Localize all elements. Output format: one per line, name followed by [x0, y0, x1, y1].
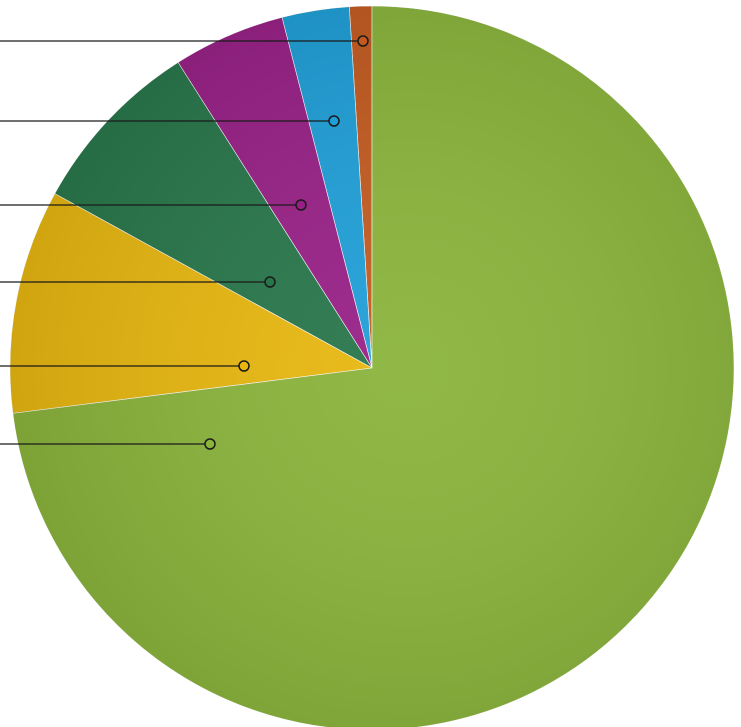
leader-dot [357, 35, 369, 47]
leaders [0, 35, 369, 450]
leader-dot [238, 360, 250, 372]
leader-dot [295, 199, 307, 211]
leader-dot [204, 438, 216, 450]
leader-dot [264, 276, 276, 288]
leader-dot [328, 115, 340, 127]
